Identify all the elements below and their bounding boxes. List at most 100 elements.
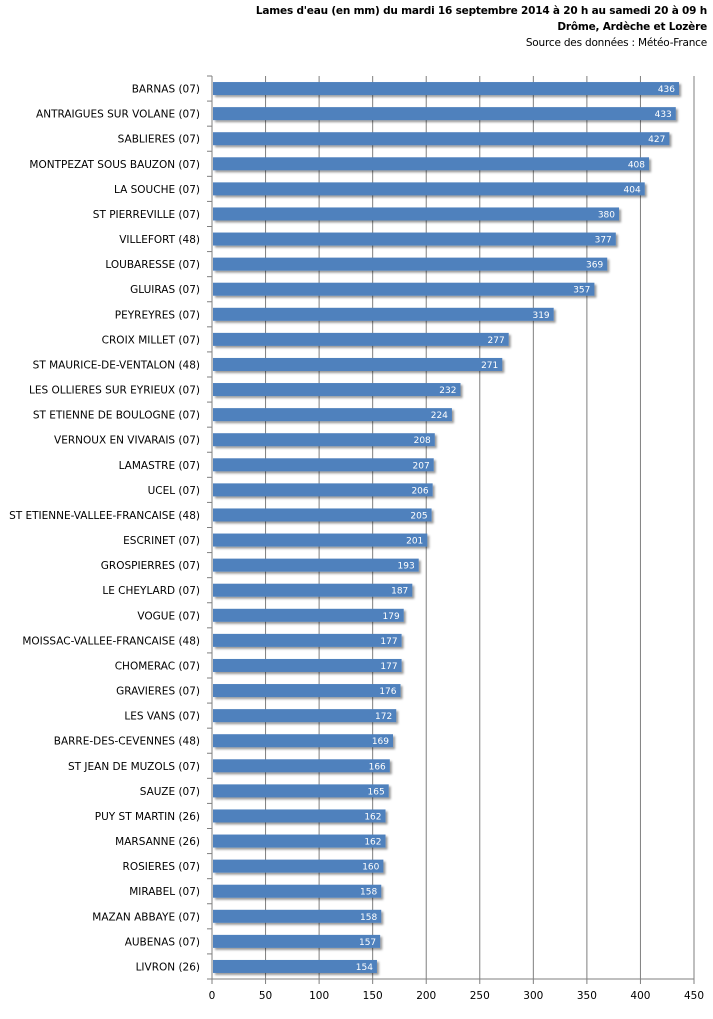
data-label: 172 xyxy=(375,712,392,722)
data-label: 187 xyxy=(391,587,408,597)
data-label: 224 xyxy=(431,411,448,421)
x-tick-label: 400 xyxy=(630,990,650,1002)
bar xyxy=(213,433,435,447)
data-label: 427 xyxy=(648,135,665,145)
data-label: 179 xyxy=(383,612,400,622)
bar xyxy=(213,207,620,221)
bar xyxy=(213,182,645,196)
bar xyxy=(213,282,595,296)
category-label: CHOMERAC (07) xyxy=(115,660,200,672)
x-tick-label: 150 xyxy=(363,990,383,1002)
category-label: AUBENAS (07) xyxy=(125,936,200,948)
category-label: LA SOUCHE (07) xyxy=(114,184,200,196)
bar xyxy=(213,533,428,547)
x-tick-label: 50 xyxy=(259,990,272,1002)
chart-title: Lames d'eau (en mm) du mardi 16 septembr… xyxy=(255,5,707,17)
x-tick-label: 300 xyxy=(523,990,543,1002)
data-label: 319 xyxy=(532,311,549,321)
data-label: 208 xyxy=(414,436,431,446)
bars xyxy=(213,82,680,973)
data-label: 157 xyxy=(359,938,376,948)
category-label: LOUBARESSE (07) xyxy=(105,259,200,271)
category-label: MIRABEL (07) xyxy=(129,886,200,898)
bar xyxy=(213,508,432,522)
category-label: SABLIERES (07) xyxy=(118,134,200,146)
bar xyxy=(213,107,676,121)
data-label: 193 xyxy=(398,562,415,572)
category-label: GLUIRAS (07) xyxy=(130,284,200,296)
bar xyxy=(213,408,452,422)
bar xyxy=(213,934,381,948)
labels: 0 50 100 150 200 250 300 350 400 450 436 BARNAS (07… xyxy=(9,84,704,1002)
category-label: LIVRON (26) xyxy=(136,961,200,973)
category-label: MAZAN ABBAYE (07) xyxy=(92,911,200,923)
category-label: ST PIERREVILLE (07) xyxy=(93,209,200,221)
bar xyxy=(213,608,404,622)
bar xyxy=(213,483,433,497)
category-label: ST ETIENNE DE BOULOGNE (07) xyxy=(33,410,200,422)
bar xyxy=(213,458,434,472)
category-label: LE CHEYLARD (07) xyxy=(102,585,200,597)
category-label: ST JEAN DE MUZOLS (07) xyxy=(68,761,200,773)
data-label: 162 xyxy=(364,838,381,848)
data-label: 166 xyxy=(369,762,386,772)
data-label: 408 xyxy=(628,160,645,170)
bar xyxy=(213,558,419,572)
category-label: PUY ST MARTIN (26) xyxy=(95,811,200,823)
data-label: 433 xyxy=(655,110,672,120)
x-tick-label: 100 xyxy=(309,990,329,1002)
category-label: PEYREYRES (07) xyxy=(115,309,200,321)
category-label: BARRE-DES-CEVENNES (48) xyxy=(54,736,200,748)
data-label: 205 xyxy=(410,511,427,521)
axes xyxy=(207,75,695,984)
category-label: ST ETIENNE-VALLEE-FRANCAISE (48) xyxy=(9,510,200,522)
data-label: 404 xyxy=(624,185,641,195)
data-label: 201 xyxy=(406,537,423,547)
bar xyxy=(213,357,503,371)
data-label: 206 xyxy=(411,486,428,496)
category-label: GROSPIERRES (07) xyxy=(101,560,200,572)
category-label: BARNAS (07) xyxy=(132,84,200,96)
bar xyxy=(213,583,413,597)
category-label: ANTRAIGUES SUR VOLANE (07) xyxy=(36,109,200,121)
data-label: 154 xyxy=(356,963,373,973)
data-label: 277 xyxy=(488,336,505,346)
data-label: 158 xyxy=(360,888,377,898)
data-label: 380 xyxy=(598,210,615,220)
bar xyxy=(213,909,382,923)
bar xyxy=(213,157,650,171)
bar xyxy=(213,332,509,346)
bar xyxy=(213,709,397,723)
data-label: 158 xyxy=(360,913,377,923)
category-label: ST MAURICE-DE-VENTALON (48) xyxy=(33,359,200,371)
x-tick-label: 0 xyxy=(209,990,216,1002)
data-label: 207 xyxy=(413,461,430,471)
category-label: SAUZE (07) xyxy=(140,786,200,798)
bar xyxy=(213,232,616,246)
chart-subtitle: Drôme, Ardèche et Lozère xyxy=(557,21,707,33)
bar xyxy=(213,684,401,698)
bar xyxy=(213,633,402,647)
x-tick-label: 200 xyxy=(416,990,436,1002)
data-label: 436 xyxy=(658,85,675,95)
bar xyxy=(213,834,386,848)
data-label: 165 xyxy=(368,787,385,797)
chart-title-block: Lames d'eau (en mm) du mardi 16 septembr… xyxy=(256,3,707,51)
category-label: VERNOUX EN VIVARAIS (07) xyxy=(54,435,200,447)
bar xyxy=(213,734,394,748)
chart-source: Source des données : Météo-France xyxy=(525,37,707,49)
data-label: 271 xyxy=(481,361,498,371)
data-label: 177 xyxy=(380,662,397,672)
category-label: LAMASTRE (07) xyxy=(119,460,200,472)
bar xyxy=(213,383,461,397)
data-label: 176 xyxy=(379,687,396,697)
category-label: MARSANNE (26) xyxy=(115,836,200,848)
bar xyxy=(213,307,554,321)
data-label: 169 xyxy=(372,737,389,747)
bar xyxy=(213,884,382,898)
category-label: LES OLLIERES SUR EYRIEUX (07) xyxy=(29,385,200,397)
x-tick-label: 350 xyxy=(577,990,597,1002)
category-label: CROIX MILLET (07) xyxy=(102,334,200,346)
bar xyxy=(213,82,680,96)
